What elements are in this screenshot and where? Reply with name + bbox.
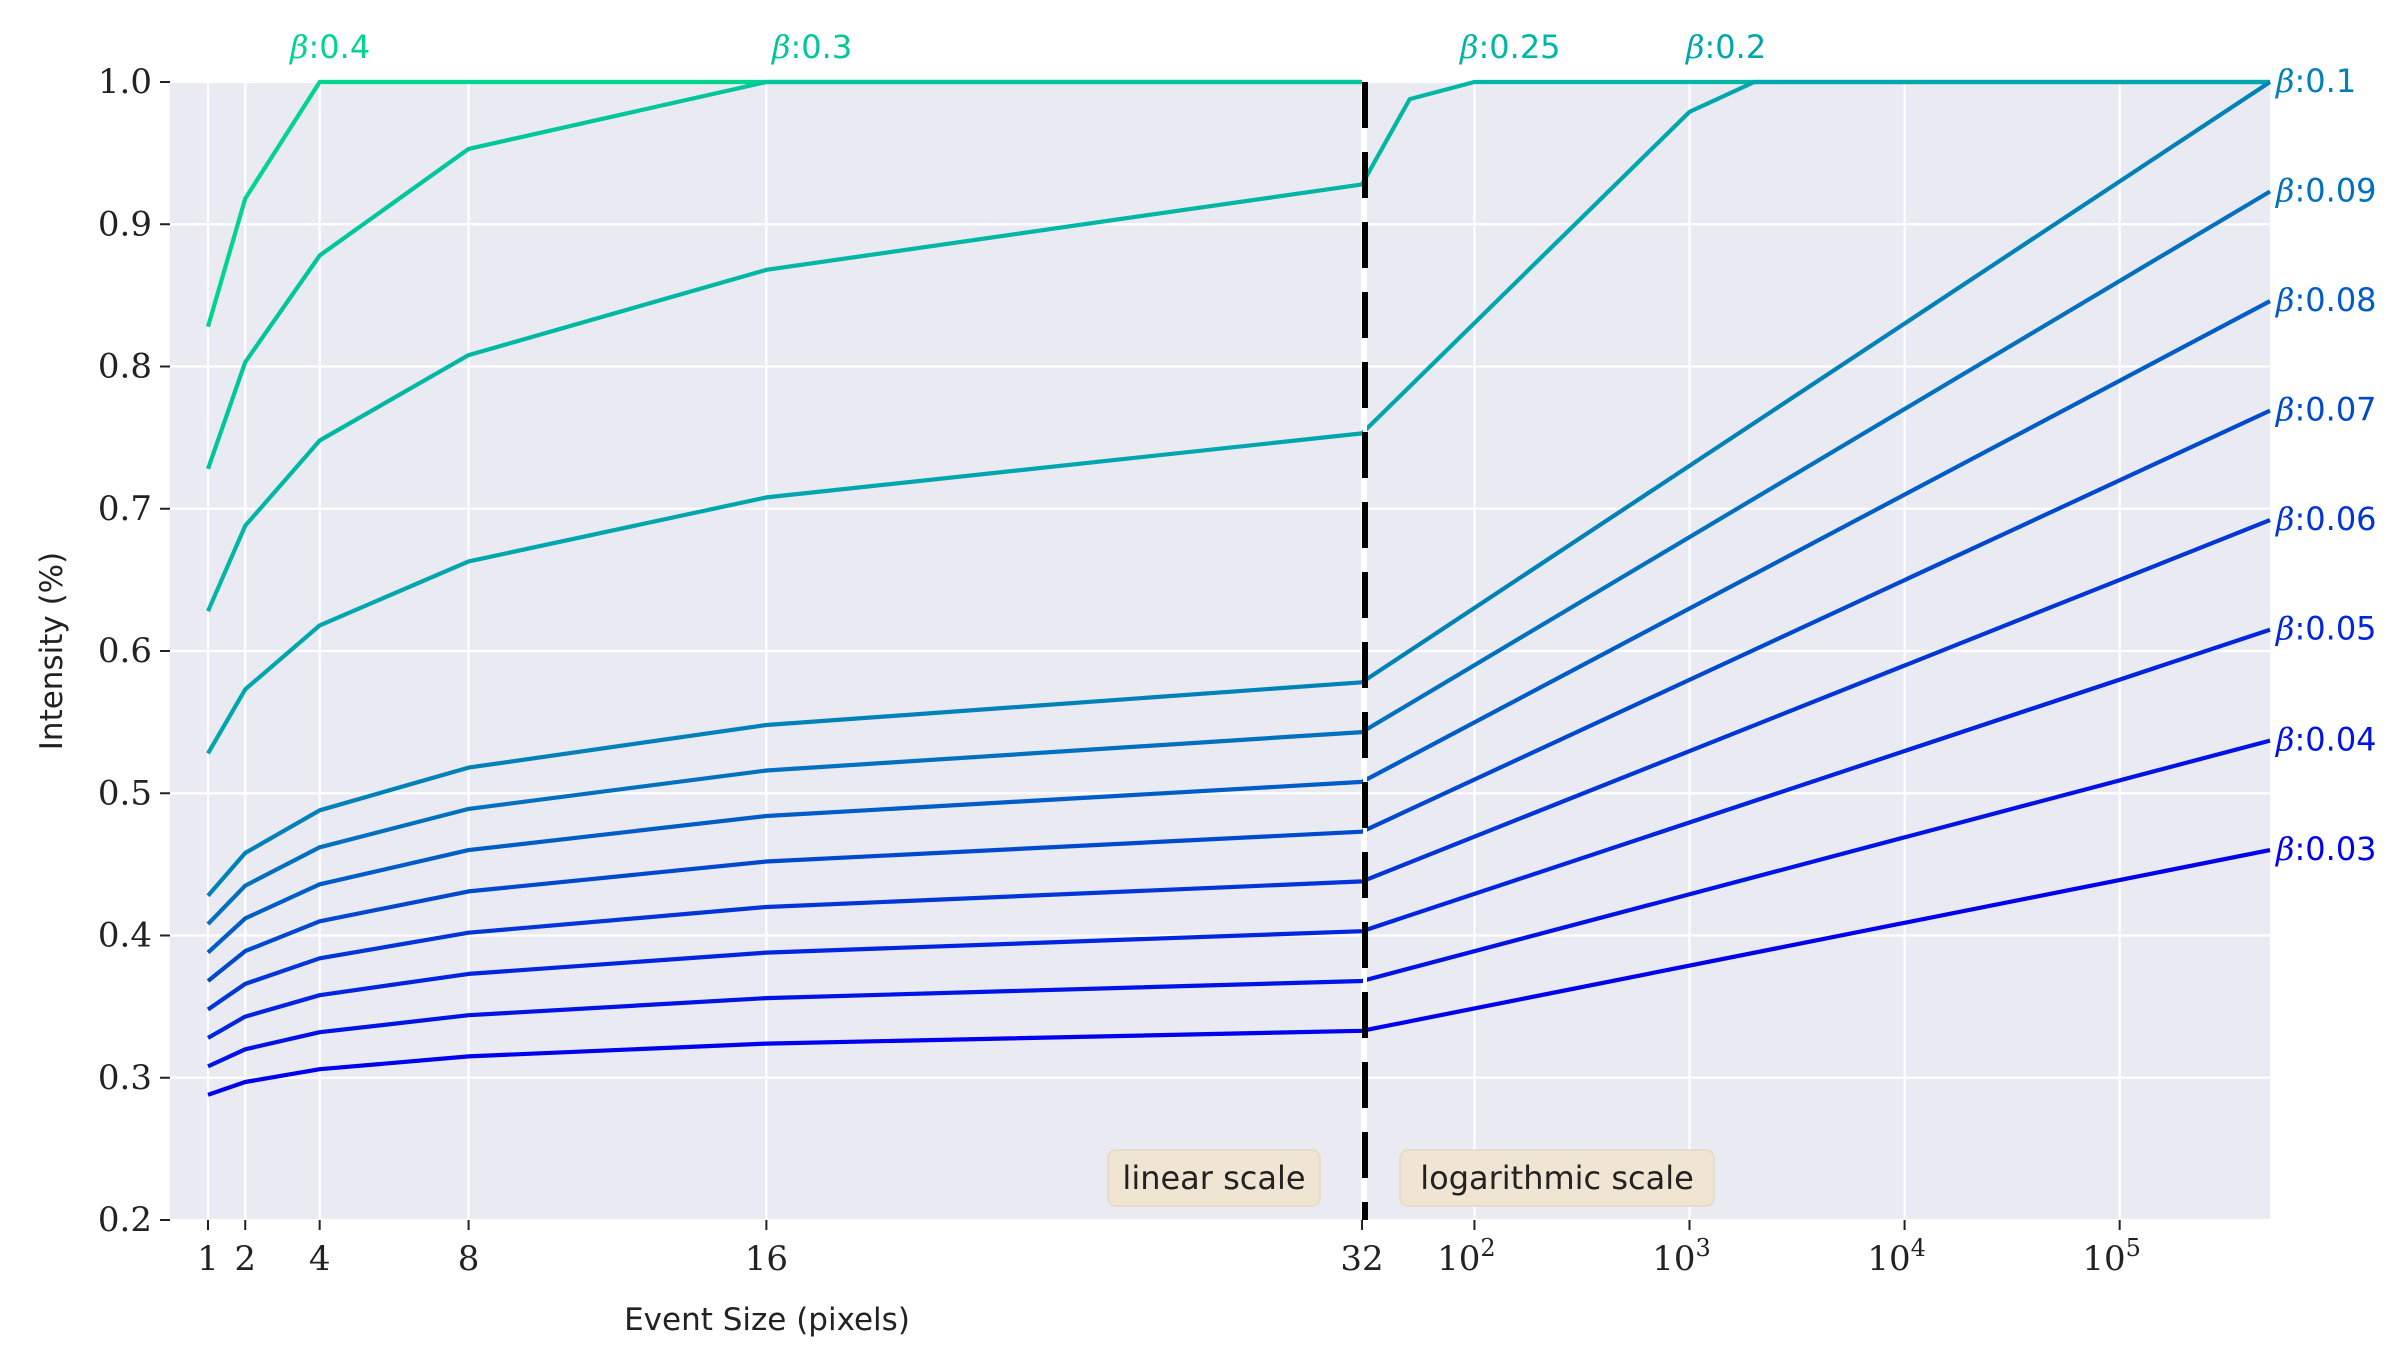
series-lines	[205, 79, 2272, 1097]
x-tick-label: 4	[309, 1239, 331, 1279]
series-label-beta-0_03: β:0.03	[2275, 830, 2377, 868]
x-tick-label-log: 103	[1652, 1234, 1711, 1279]
series-label-beta-0_04: β:0.04	[2275, 721, 2377, 759]
x-tick-label: 16	[745, 1239, 788, 1279]
x-tick-label-log: 102	[1437, 1234, 1496, 1279]
series-label-beta-0_06: β:0.06	[2275, 500, 2377, 538]
x-tick-label: 8	[458, 1239, 480, 1279]
series-line-beta-0_3	[206, 79, 1362, 470]
y-tick-label: 0.2	[98, 1200, 152, 1240]
series-line-beta-0_08	[206, 299, 2271, 955]
series-label-beta-0_2: β:0.2	[1685, 28, 1766, 66]
x-axis-label: Event Size (pixels)	[624, 1302, 910, 1338]
x-tick-label-log: 104	[1867, 1234, 1926, 1279]
series-label-beta-0_09: β:0.09	[2275, 172, 2377, 210]
scale-box-linear	[1107, 1149, 1321, 1207]
y-tick-label: 0.6	[98, 631, 152, 671]
series-label-beta-0_3: β:0.3	[771, 28, 852, 66]
series-line-beta-0_2	[206, 79, 2270, 755]
x-tick-label: 1	[197, 1239, 219, 1279]
x-tick-label-log: 105	[2082, 1234, 2141, 1279]
scale-label-log: logarithmic scale	[1420, 1159, 1694, 1197]
series-line-beta-0_07	[206, 408, 2271, 983]
series-label-beta-0_08: β:0.08	[2275, 281, 2377, 319]
scale-box-log	[1399, 1149, 1715, 1207]
y-tick-label: 0.5	[98, 773, 152, 813]
series-label-beta-0_25: β:0.25	[1459, 28, 1561, 66]
series-label-beta-0_1: β:0.1	[2275, 62, 2356, 100]
x-tick-label: 2	[234, 1239, 256, 1279]
y-tick-label: 0.4	[98, 916, 152, 956]
scale-annotations: linear scale logarithmic scale	[1107, 1149, 1715, 1207]
y-tick-labels: 0.2 0.3 0.4 0.5 0.6 0.7 0.8 0.9 1.0	[98, 62, 170, 1240]
series-label-beta-0_4: β:0.4	[289, 28, 370, 66]
y-tick-label: 0.7	[98, 489, 152, 529]
x-tick-label: 32	[1340, 1239, 1383, 1279]
y-axis-label: Intensity (%)	[34, 552, 70, 750]
y-tick-label: 0.9	[98, 204, 152, 244]
scale-label-linear: linear scale	[1122, 1159, 1305, 1197]
series-labels: β:0.4 β:0.3 β:0.25 β:0.2 β:0.1 β:0.09 β:0.08 β:…	[289, 28, 2377, 868]
series-label-beta-0_05: β:0.05	[2275, 610, 2377, 648]
series-line-beta-0_25	[206, 79, 2270, 613]
series-line-beta-0_04	[207, 738, 2271, 1069]
x-tick-labels: 1 2 4 8 16 32 102 103 104 105	[197, 1220, 2141, 1279]
scale-divider	[1362, 82, 1368, 1220]
series-label-beta-0_07: β:0.07	[2275, 391, 2377, 429]
y-tick-label: 1.0	[98, 62, 152, 102]
y-tick-label: 0.3	[98, 1058, 152, 1098]
y-tick-label: 0.8	[98, 347, 152, 387]
